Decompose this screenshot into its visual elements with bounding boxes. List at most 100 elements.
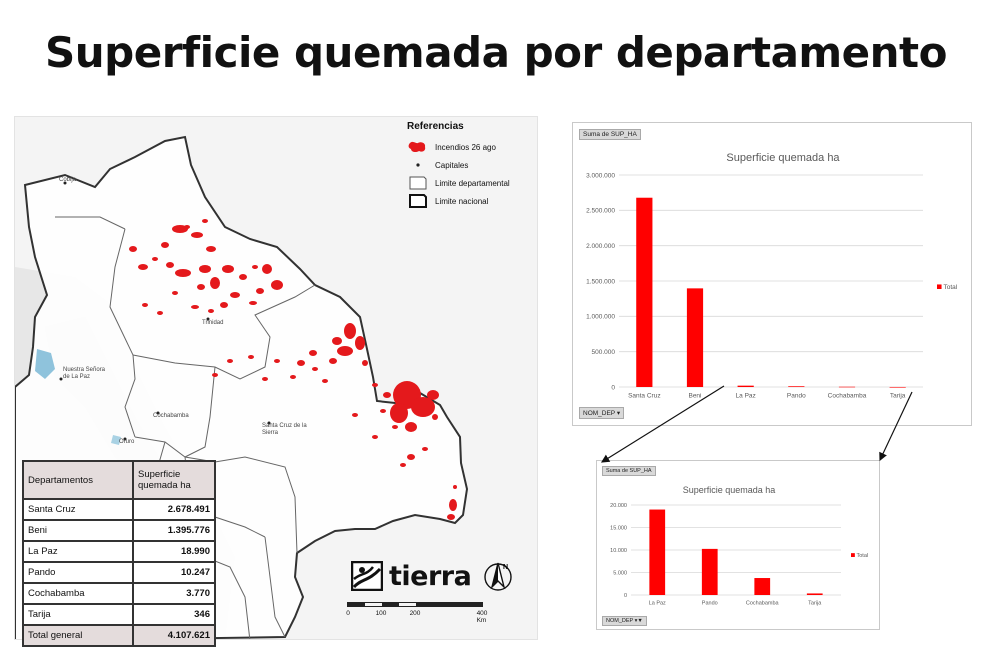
bar-tarija — [806, 593, 823, 595]
bar-la-paz — [649, 509, 666, 595]
x-tick-label: Tarija — [808, 601, 822, 607]
legend-item-national-boundary: Limite nacional — [407, 192, 535, 210]
filter-dropdown-icon: ▾ — [616, 410, 621, 417]
legend-label-capitals: Capitales — [435, 160, 469, 170]
map-scale: 0 100 200 400 Km — [346, 602, 488, 624]
table-row: Cochabamba 3.770 — [22, 582, 216, 605]
label-oruro: Oruro — [119, 439, 135, 445]
bar-pando — [788, 386, 805, 387]
y-tick-label: 15.000 — [610, 525, 627, 531]
table-cell-value: 2.678.491 — [132, 498, 216, 521]
chart-title: Superficie quemada ha — [726, 152, 840, 164]
bar-santa-cruz — [636, 197, 653, 387]
legend-item-fires: Incendios 26 ago — [407, 138, 535, 156]
lake-titicaca — [35, 349, 55, 379]
legend-swatch — [937, 284, 942, 289]
tierra-logo: tierra N — [351, 559, 515, 593]
table-row: Tarija 346 — [22, 603, 216, 626]
legend-label: Total — [857, 553, 869, 559]
y-tick-label: 1.500.000 — [586, 278, 615, 285]
bar-pando — [701, 548, 718, 595]
legend-label-department-boundary: Limite departamental — [435, 178, 510, 188]
scale-bar — [347, 602, 483, 607]
pivot-axis-field-label: NOM_DEP — [606, 618, 634, 624]
x-tick-label: Pando — [702, 601, 718, 607]
table-header-dept: Departamentos — [22, 460, 134, 500]
y-tick-label: 10.000 — [610, 548, 627, 554]
pivot-value-field-chip[interactable]: Suma de SUP_HA — [579, 129, 641, 140]
table-row: Santa Cruz 2.678.491 — [22, 498, 216, 521]
bar-chart-small-departments: Superficie quemada ha 0 5.000 10.000 15.000 2… — [610, 485, 869, 607]
national-boundary-icon — [409, 194, 427, 208]
y-tick-label: 20.000 — [610, 503, 627, 509]
fire-patches — [129, 219, 457, 520]
y-tick-label: 3.000.000 — [586, 172, 615, 179]
label-cobija: Cobija — [59, 177, 77, 183]
table-cell-dept: Cochabamba — [22, 582, 134, 605]
x-tick-label: Santa Cruz — [628, 393, 661, 400]
y-tick-label: 1.000.000 — [586, 314, 615, 321]
bar-tarija — [889, 386, 906, 388]
y-tick-label: 2.500.000 — [586, 208, 615, 215]
map-legend: Referencias Incendios 26 ago Capitales L… — [407, 121, 535, 210]
table-cell-dept: La Paz — [22, 540, 134, 563]
legend-swatch — [851, 553, 855, 557]
legend-label: Total — [944, 284, 958, 291]
table-total-label: Total general — [22, 624, 134, 647]
table-row: Beni 1.395.776 — [22, 519, 216, 542]
y-tick-label: 2.000.000 — [586, 243, 615, 250]
x-tick-label: Beni — [688, 393, 701, 400]
x-tick-label: La Paz — [736, 393, 756, 400]
scale-tick-0: 0 — [346, 610, 350, 617]
table-cell-value: 10.247 — [132, 561, 216, 584]
scale-tick-100: 100 — [375, 610, 387, 617]
chart-panel-all-departments: Suma de SUP_HA Superficie quemada ha 0 500… — [572, 122, 972, 426]
label-la-paz: Nuestra Señora de La Paz — [63, 367, 106, 380]
bar-cochabamba — [754, 578, 771, 595]
legend-item-capitals: Capitales — [407, 156, 535, 174]
bar-chart-all-departments: Superficie quemada ha 0 500.000 1.000.000 1.… — [586, 152, 958, 400]
table-cell-dept: Tarija — [22, 603, 134, 626]
scale-tick-400: 400 Km — [476, 610, 488, 624]
pivot-axis-field-chip[interactable]: NOM_DEP ▾ — [579, 407, 625, 419]
north-label: N — [503, 564, 508, 571]
capital-dot-icon — [416, 163, 420, 167]
table-total-row: Total general 4.107.621 — [22, 624, 216, 647]
table-cell-dept: Pando — [22, 561, 134, 584]
table-cell-dept: Santa Cruz — [22, 498, 134, 521]
pivot-axis-field-chip[interactable]: NOM_DEP ▾▼ — [602, 616, 647, 626]
bar-la-paz — [737, 385, 754, 387]
y-tick-label: 0 — [624, 593, 627, 599]
legend-label-fires: Incendios 26 ago — [435, 142, 496, 152]
fire-patch-icon — [408, 141, 426, 153]
lake-poopo — [111, 435, 121, 445]
bar-cochabamba — [838, 386, 856, 388]
y-tick-label: 5.000 — [613, 570, 627, 576]
table-total-value: 4.107.621 — [132, 624, 216, 647]
table-cell-value: 346 — [132, 603, 216, 626]
tierra-wordmark: tierra — [389, 560, 472, 592]
x-tick-label: Tarija — [890, 393, 906, 400]
tierra-mark-icon — [351, 561, 383, 591]
bar-beni — [686, 288, 704, 387]
legend-title: Referencias — [407, 121, 464, 132]
chart-panel-small-departments: Suma de SUP_HA Superficie quemada ha 0 5.0… — [596, 460, 880, 630]
legend-item-department-boundary: Limite departamental — [407, 174, 535, 192]
scale-tick-200: 200 — [409, 610, 421, 617]
table-cell-value: 3.770 — [132, 582, 216, 605]
label-santa-cruz: Santa Cruz de la Sierra — [262, 423, 307, 436]
table-cell-dept: Beni — [22, 519, 134, 542]
y-tick-label: 0 — [611, 384, 615, 391]
burned-area-table: Departamentos Superficie quemada ha Sant… — [22, 460, 216, 647]
y-tick-label: 500.000 — [592, 349, 616, 356]
filter-icon: ▾▼ — [634, 618, 643, 624]
label-cochabamba: Cochabamba — [153, 413, 189, 419]
page-title: Superficie quemada por departamento — [45, 28, 948, 77]
x-tick-label: Cochabamba — [746, 601, 780, 607]
chart-title: Superficie quemada ha — [683, 485, 776, 495]
pivot-value-field-chip[interactable]: Suma de SUP_HA — [602, 466, 656, 476]
table-cell-value: 18.990 — [132, 540, 216, 563]
legend-label-national-boundary: Limite nacional — [435, 196, 489, 206]
table-header-row: Departamentos Superficie quemada ha — [22, 460, 216, 500]
table-row: La Paz 18.990 — [22, 540, 216, 563]
